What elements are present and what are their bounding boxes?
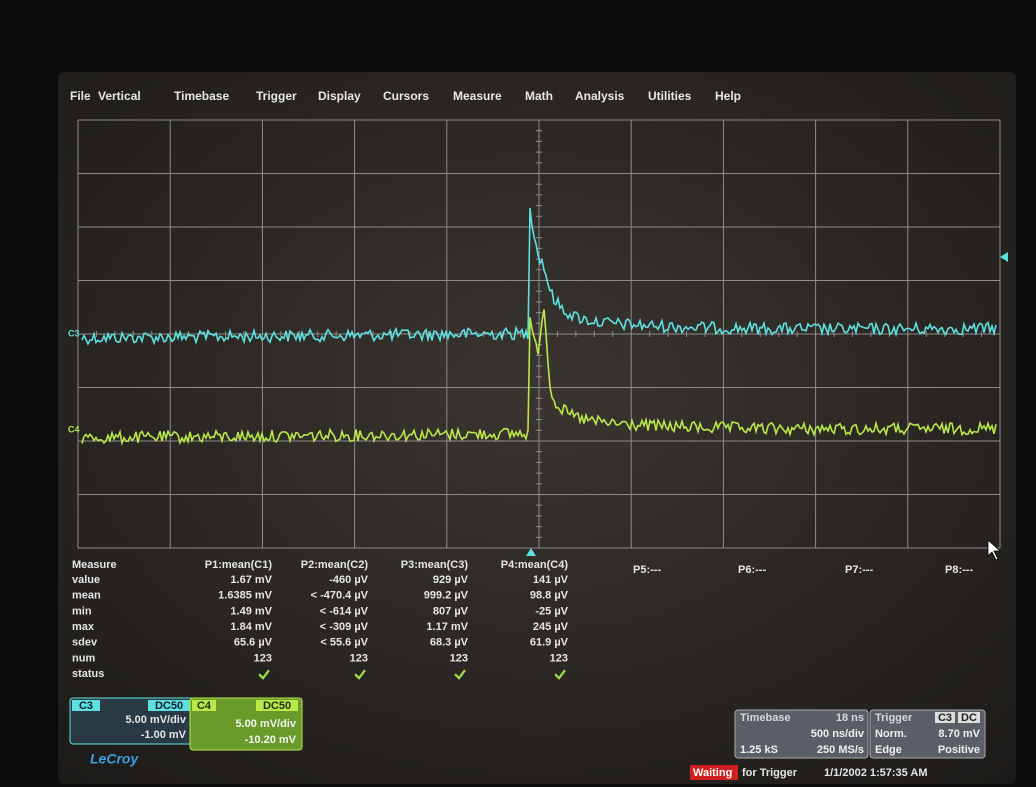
column-header: P6:--- <box>738 564 766 576</box>
trigger-title: Trigger <box>875 712 913 724</box>
measure-value: 123 <box>450 652 468 664</box>
measure-value: 807 µV <box>433 605 469 617</box>
screen <box>58 72 1016 784</box>
status-state: Waiting <box>693 767 732 779</box>
vertical-scale: 5.00 mV/div <box>125 714 186 726</box>
timebase-rate: 250 MS/s <box>817 744 864 756</box>
measure-value: 123 <box>254 652 272 664</box>
trigger-mode: Norm. <box>875 728 907 740</box>
measure-value: 68.3 µV <box>430 637 469 649</box>
column-header: P7:--- <box>845 564 873 576</box>
column-header: P5:--- <box>633 564 661 576</box>
menu-item: Analysis <box>575 89 625 103</box>
column-header: P8:--- <box>945 564 973 576</box>
status-datetime: 1/1/2002 1:57:35 AM <box>824 767 928 779</box>
menu-item: Timebase <box>174 89 229 103</box>
coupling: DC50 <box>263 700 291 712</box>
trigger-slope: Positive <box>938 744 980 756</box>
coupling: DC50 <box>155 700 183 712</box>
trigger-level: 8.70 mV <box>938 728 980 740</box>
measure-value: < -470.4 µV <box>311 590 369 602</box>
menu-item: Vertical <box>98 89 141 103</box>
row-label: status <box>72 668 104 680</box>
measure-value: 98.8 µV <box>530 590 569 602</box>
measure-title: Measure <box>72 559 117 571</box>
oscilloscope-screen: File Vertical Timebase Trigger Display Cursor… <box>0 0 1036 787</box>
row-label: value <box>72 574 100 586</box>
measure-value: 929 µV <box>433 574 469 586</box>
measure-value: 999.2 µV <box>424 590 469 602</box>
measure-value: -460 µV <box>329 574 368 586</box>
measure-value: -25 µV <box>535 605 568 617</box>
channel-label: C4 <box>197 700 212 712</box>
trigger-box: Trigger C3 DC Norm. 8.70 mV Edge Positiv… <box>870 710 985 758</box>
trace-label: C4 <box>68 424 80 434</box>
channel-c4-box: C4 DC50 5.00 mV/div -10.20 mV <box>190 698 302 750</box>
offset: -10.20 mV <box>245 734 297 746</box>
measure-value: 1.17 mV <box>426 621 468 633</box>
measure-value: 1.67 mV <box>230 574 272 586</box>
measure-value: 141 µV <box>533 574 569 586</box>
row-label: mean <box>72 590 101 602</box>
column-header: P4:mean(C4) <box>501 559 569 571</box>
trace-label: C3 <box>68 328 80 338</box>
logo: LeCroy <box>90 751 139 767</box>
measure-value: 123 <box>550 652 568 664</box>
row-label: num <box>72 652 95 664</box>
column-header: P2:mean(C2) <box>301 559 369 571</box>
column-header: P3:mean(C3) <box>401 559 469 571</box>
measure-value: 123 <box>350 652 368 664</box>
menu-item: Trigger <box>256 89 297 103</box>
trigger-type: Edge <box>875 744 902 756</box>
menu-item: Measure <box>453 89 502 103</box>
column-header: P1:mean(C1) <box>205 559 273 571</box>
menu-item: Display <box>318 89 361 103</box>
menu-item: Cursors <box>383 89 429 103</box>
timebase-delay: 18 ns <box>836 712 864 724</box>
row-label: sdev <box>72 637 98 649</box>
measure-value: 61.9 µV <box>530 637 569 649</box>
trigger-source: C3 <box>938 712 952 724</box>
menu-item: File <box>70 89 91 103</box>
offset: -1.00 mV <box>141 729 187 741</box>
menu-item: Help <box>715 89 741 103</box>
vertical-scale: 5.00 mV/div <box>235 718 296 730</box>
row-label: max <box>72 621 95 633</box>
status-message: for Trigger <box>742 767 798 779</box>
channel-label: C3 <box>79 700 93 712</box>
measure-value: < -309 µV <box>320 621 369 633</box>
measure-value: < -614 µV <box>320 605 369 617</box>
menu-item: Math <box>525 89 553 103</box>
timebase-scale: 500 ns/div <box>811 728 865 740</box>
row-label: min <box>72 605 92 617</box>
measure-value: 1.6385 mV <box>218 590 272 602</box>
measure-value: 1.84 mV <box>230 621 272 633</box>
trigger-coupling: DC <box>961 712 977 724</box>
measure-value: < 55.6 µV <box>320 637 368 649</box>
timebase-box: Timebase 18 ns 500 ns/div 1.25 kS 250 MS… <box>735 710 868 758</box>
measure-value: 245 µV <box>533 621 569 633</box>
channel-c3-box: C3 DC50 5.00 mV/div -1.00 mV <box>70 698 194 744</box>
measure-value: 1.49 mV <box>230 605 272 617</box>
menu-item: Utilities <box>648 89 692 103</box>
page: File Vertical Timebase Trigger Display Cursor… <box>0 0 1036 787</box>
timebase-samples: 1.25 kS <box>740 744 778 756</box>
measure-value: 65.6 µV <box>234 637 273 649</box>
timebase-title: Timebase <box>740 712 791 724</box>
